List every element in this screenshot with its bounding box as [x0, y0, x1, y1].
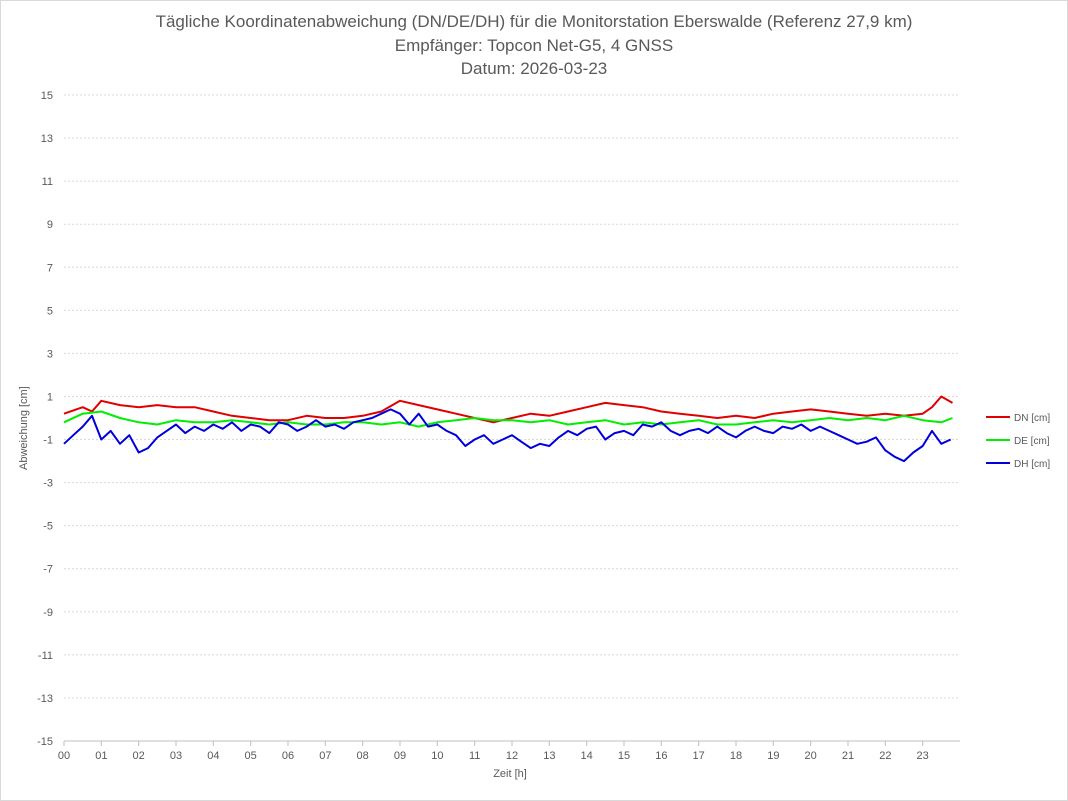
- x-tick-label: 15: [618, 750, 630, 762]
- x-tick-label: 17: [693, 750, 705, 762]
- series-lines: [63, 395, 953, 463]
- x-tick-label: 16: [655, 750, 667, 762]
- x-tick-label: 19: [767, 750, 779, 762]
- x-tick-label: 11: [469, 750, 480, 762]
- x-tick-label: 03: [170, 750, 182, 762]
- y-tick-label: 13: [41, 133, 53, 145]
- y-tick-label: 5: [47, 305, 53, 317]
- y-tick-label: 11: [42, 176, 53, 188]
- x-tick-label: 10: [431, 750, 443, 762]
- x-tick-label: 18: [730, 750, 742, 762]
- x-tick-label: 07: [319, 750, 331, 762]
- x-tick-label: 01: [95, 750, 107, 762]
- series-line-3: [63, 408, 952, 463]
- y-tick-label: 9: [47, 219, 53, 231]
- x-tick-label: 06: [282, 750, 294, 762]
- chart-title: Tägliche Koordinatenabweichung (DN/DE/DH…: [155, 12, 913, 31]
- x-tick-label: 13: [543, 750, 555, 762]
- x-tick-label: 22: [879, 750, 891, 762]
- y-tick-label: -5: [43, 521, 53, 533]
- x-tick-label: 12: [506, 750, 518, 762]
- x-tick-label: 09: [394, 750, 406, 762]
- x-tick-label: 08: [357, 750, 369, 762]
- x-tick-label: 05: [245, 750, 257, 762]
- y-tick-label: -1: [43, 435, 53, 447]
- x-tick-label: 14: [581, 750, 593, 762]
- y-tick-label: -13: [37, 693, 53, 705]
- y-tick-label: 7: [47, 262, 53, 274]
- y-tick-label: -9: [43, 607, 53, 619]
- chart-date: Datum: 2026-03-23: [460, 59, 608, 78]
- x-tick-label: 04: [207, 750, 219, 762]
- y-axis-ticks: 15 13 11 9 7 5 3 1 -1 -3 -5 -7 -9 -11 -13 -15: [37, 90, 53, 748]
- y-tick-label: -3: [43, 478, 53, 490]
- series-line-2: [63, 410, 953, 428]
- legend-label[interactable]: DN [cm]: [1014, 413, 1050, 424]
- x-tick-label: 02: [133, 750, 145, 762]
- x-tick-label: 23: [917, 750, 929, 762]
- x-tick-label: 00: [58, 750, 70, 762]
- chart-subtitle: Empfänger: Topcon Net-G5, 4 GNSS: [394, 36, 674, 55]
- y-tick-label: 15: [41, 90, 53, 102]
- legend[interactable]: DN [cm] DE [cm] DH [cm]: [986, 413, 1050, 470]
- y-tick-label: 1: [47, 391, 53, 403]
- x-tick-label: 21: [842, 750, 854, 762]
- series-line-1: [63, 395, 953, 424]
- y-tick-label: -11: [38, 650, 53, 662]
- legend-label[interactable]: DE [cm]: [1014, 436, 1050, 447]
- legend-label[interactable]: DH [cm]: [1014, 459, 1050, 470]
- x-tick-label: 20: [805, 750, 817, 762]
- x-axis-ticks: 00 01 02 03 04 05 06 07 08 09 10 11 12 13 14 15 16 17 18 19…: [58, 741, 929, 762]
- x-axis-label: Zeit [h]: [493, 768, 527, 780]
- y-tick-label: -7: [43, 564, 53, 576]
- y-tick-label: -15: [37, 736, 53, 748]
- y-tick-label: 3: [47, 348, 53, 360]
